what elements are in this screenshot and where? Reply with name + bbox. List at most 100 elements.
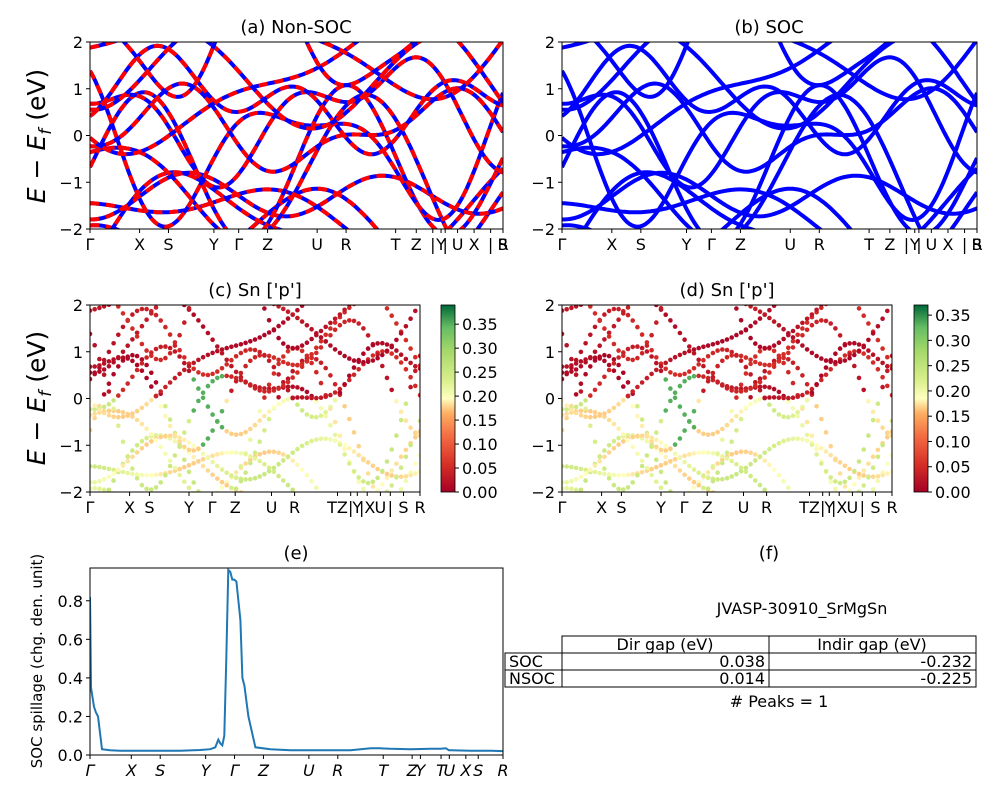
projection-point xyxy=(621,439,626,444)
projection-point xyxy=(767,385,772,390)
projection-point xyxy=(800,423,805,428)
projection-point xyxy=(691,451,697,456)
projection-point xyxy=(738,318,744,323)
projection-point xyxy=(262,389,267,394)
x-tick-label: Z xyxy=(735,235,746,254)
projection-point xyxy=(630,389,635,394)
projection-point xyxy=(720,358,725,364)
projection-point xyxy=(285,316,291,321)
projection-point xyxy=(332,390,338,395)
projection-point xyxy=(875,447,881,453)
projection-point xyxy=(375,352,380,357)
projection-point xyxy=(573,305,579,309)
projection-point xyxy=(394,321,399,326)
projection-point xyxy=(861,313,866,319)
projection-point xyxy=(573,465,579,471)
projection-point xyxy=(177,371,182,377)
projection-point xyxy=(191,454,196,460)
projection-point xyxy=(701,493,706,498)
projection-point xyxy=(691,467,697,472)
projection-point xyxy=(814,353,819,359)
projection-point xyxy=(842,463,848,469)
projection-point xyxy=(823,469,829,474)
projection-point xyxy=(644,349,650,354)
projection-point xyxy=(870,409,876,415)
projection-point xyxy=(861,483,866,488)
projection-point xyxy=(149,350,154,355)
x-tick-label: Y xyxy=(681,235,692,254)
projection-point xyxy=(654,479,659,485)
projection-point xyxy=(771,386,777,392)
projection-point xyxy=(663,312,668,318)
projection-point xyxy=(389,343,395,349)
projection-point xyxy=(90,486,93,491)
panel-e-ylabel: SOC spillage (chg. den. unit) xyxy=(28,554,46,769)
projection-point xyxy=(177,439,182,444)
projection-point xyxy=(701,374,706,379)
projection-point xyxy=(885,354,890,360)
x-tick-label: Y xyxy=(183,498,194,517)
projection-point xyxy=(370,463,376,469)
projection-point xyxy=(715,470,720,476)
projection-point xyxy=(691,373,697,379)
projection-point xyxy=(710,464,716,469)
projection-point xyxy=(403,474,409,479)
projection-point xyxy=(299,319,305,324)
projection-point xyxy=(210,412,215,417)
projection-point xyxy=(106,466,112,472)
projection-point xyxy=(748,450,753,456)
projection-point xyxy=(238,342,244,347)
projection-point xyxy=(276,386,281,391)
projection-point xyxy=(738,416,744,422)
projection-point xyxy=(705,432,711,438)
projection-point xyxy=(606,472,612,477)
projection-point xyxy=(167,469,173,475)
projection-point xyxy=(191,312,196,318)
projection-point xyxy=(795,339,800,344)
projection-point xyxy=(658,364,664,369)
projection-point xyxy=(790,338,796,344)
projection-point xyxy=(658,440,664,445)
projection-point xyxy=(602,411,607,416)
projection-point xyxy=(861,468,866,474)
projection-point xyxy=(413,471,418,476)
projection-point xyxy=(243,379,248,385)
projection-point xyxy=(167,380,173,385)
projection-point xyxy=(90,407,93,412)
projection-point xyxy=(120,463,126,468)
projection-point xyxy=(191,480,196,485)
projection-point xyxy=(691,347,697,352)
projection-point xyxy=(573,372,579,378)
projection-point xyxy=(233,369,239,375)
projection-point xyxy=(101,477,107,482)
projection-point xyxy=(243,461,248,466)
projection-point xyxy=(837,471,843,476)
projection-point xyxy=(271,469,277,475)
projection-point xyxy=(814,319,819,325)
projection-point xyxy=(177,354,182,359)
projection-point xyxy=(573,361,579,366)
projection-point xyxy=(167,332,173,337)
projection-point xyxy=(130,312,135,317)
projection-point xyxy=(262,413,267,419)
projection-point xyxy=(285,361,291,367)
projection-point xyxy=(158,472,163,477)
y-tick-label: 1 xyxy=(545,343,555,362)
projection-point xyxy=(649,472,654,478)
band-line xyxy=(90,81,503,174)
projection-point xyxy=(205,468,211,473)
band-line xyxy=(90,42,503,157)
projection-point xyxy=(318,328,324,334)
projection-point xyxy=(139,368,145,374)
projection-point xyxy=(210,378,215,384)
projection-point xyxy=(804,438,810,444)
projection-point xyxy=(847,466,852,472)
projection-point xyxy=(97,356,102,362)
projection-point xyxy=(408,374,413,380)
x-tick-label: R xyxy=(814,235,825,254)
projection-point xyxy=(384,489,390,492)
projection-point xyxy=(795,365,800,371)
x-tick-label: S xyxy=(155,761,165,780)
projection-point xyxy=(828,452,833,458)
